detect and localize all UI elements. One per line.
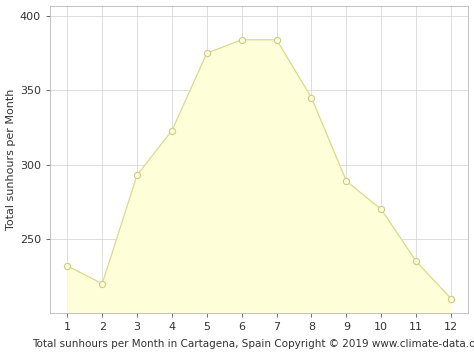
Point	[133, 172, 141, 178]
Point	[308, 95, 315, 100]
Point	[447, 296, 455, 301]
Point	[412, 258, 420, 264]
Point	[64, 263, 71, 269]
Y-axis label: Total sunhours per Month: Total sunhours per Month	[6, 89, 16, 230]
X-axis label: Total sunhours per Month in Cartagena, Spain Copyright © 2019 www.climate-data.o: Total sunhours per Month in Cartagena, S…	[32, 339, 474, 349]
Point	[238, 37, 246, 43]
Point	[377, 207, 385, 212]
Point	[203, 50, 210, 56]
Point	[99, 281, 106, 286]
Point	[343, 178, 350, 184]
Point	[168, 128, 176, 133]
Point	[273, 37, 281, 43]
